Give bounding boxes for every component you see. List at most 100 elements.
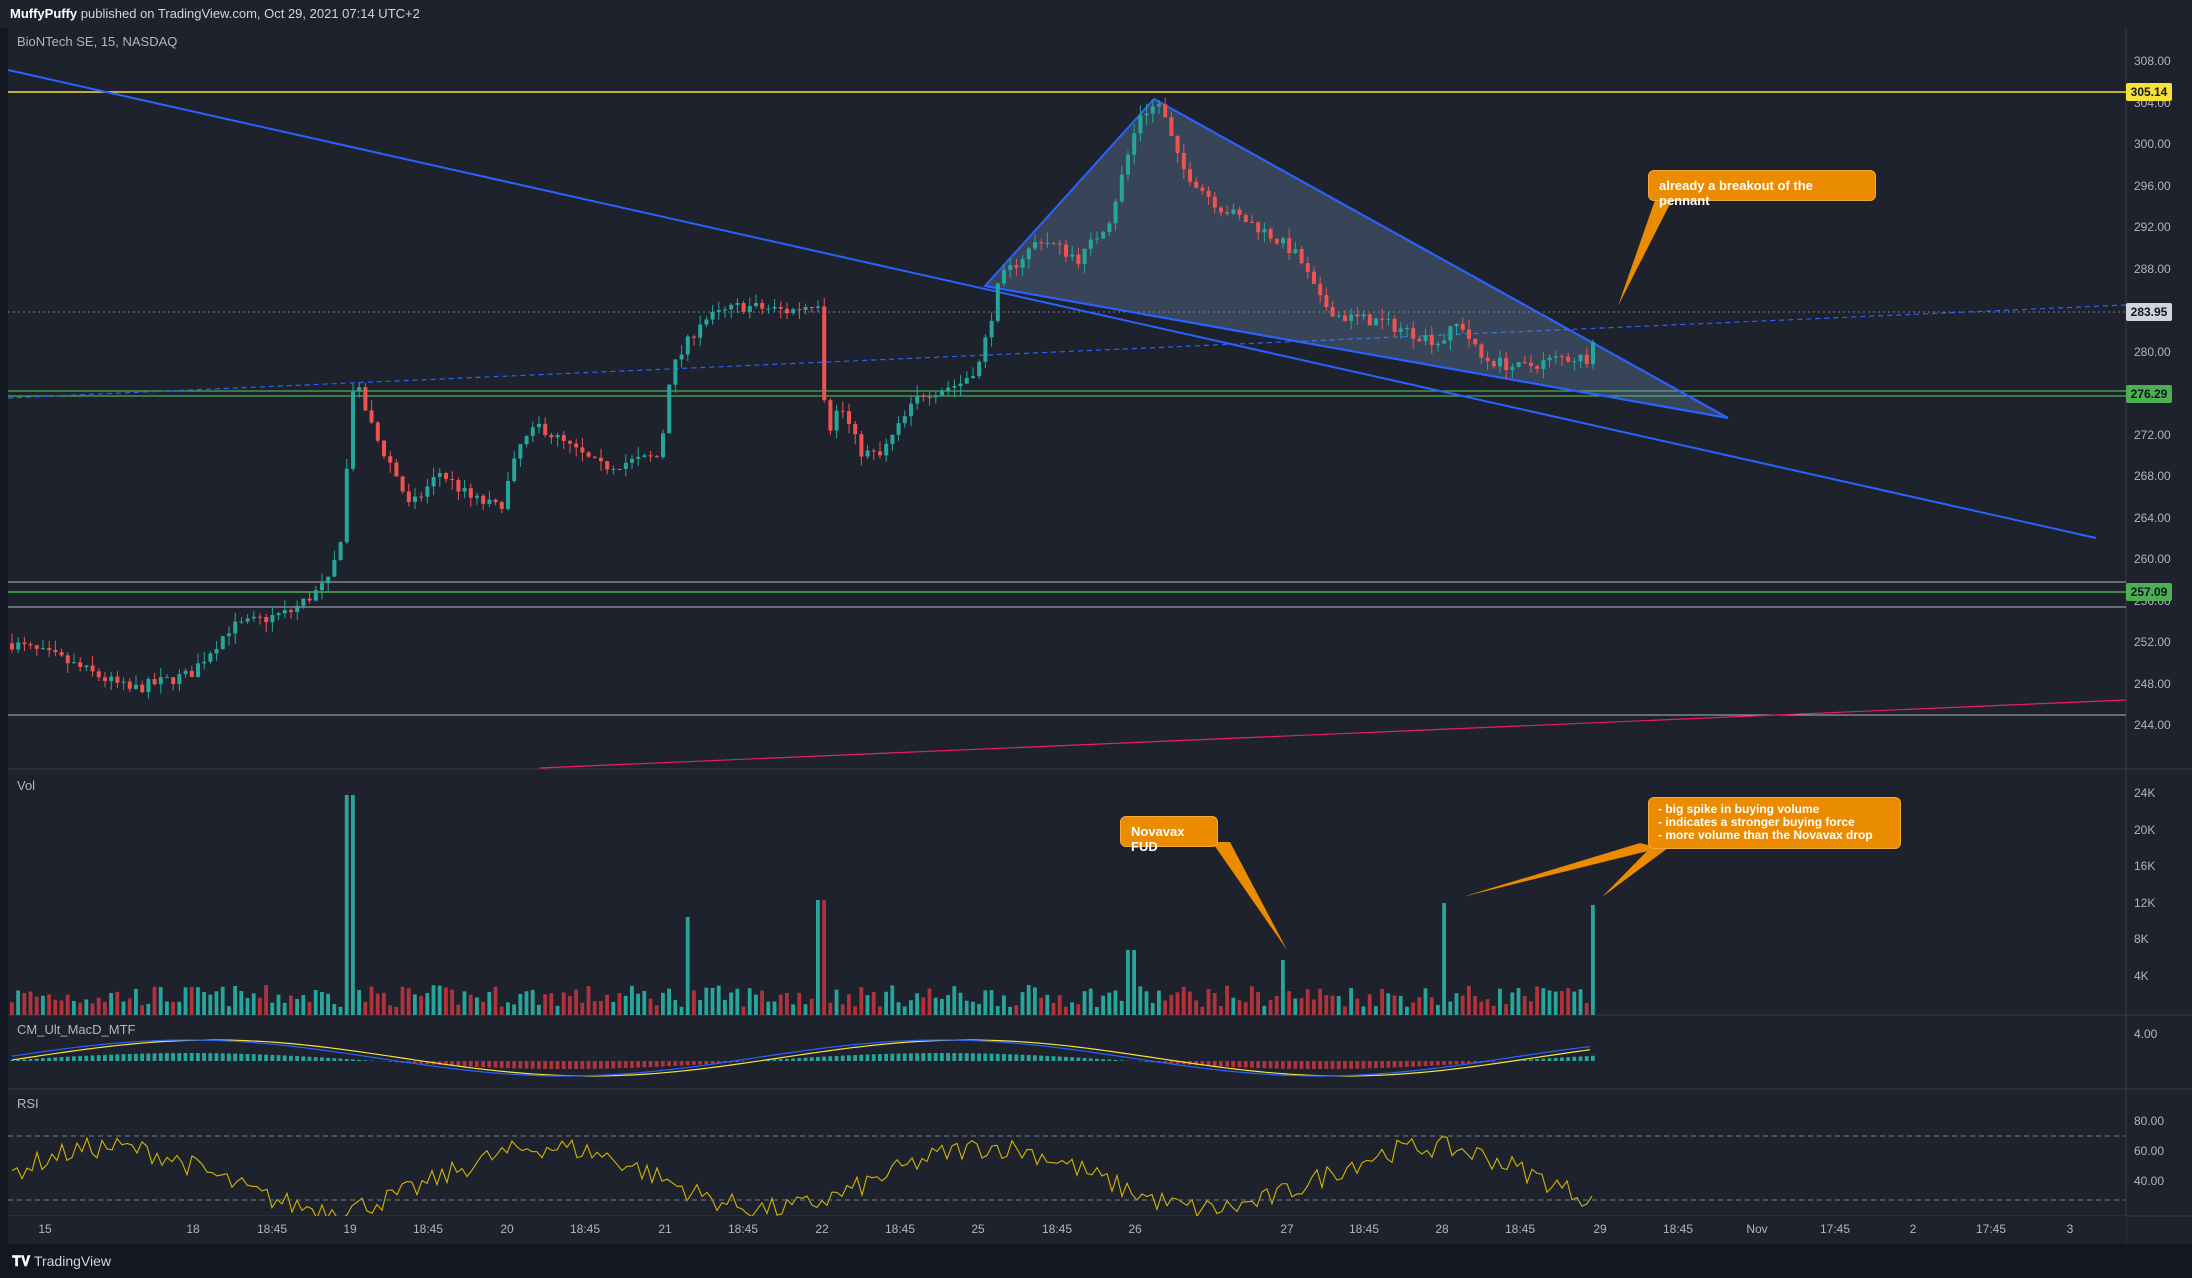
macd-histogram-bar [741, 1061, 746, 1062]
macd-histogram-bar [599, 1061, 603, 1069]
macd-histogram-bar [1324, 1061, 1329, 1069]
candle-body [332, 559, 337, 577]
macd-histogram-bar [1293, 1061, 1298, 1069]
macd-histogram-bar [1045, 1055, 1050, 1061]
time-tick: 18:45 [884, 1222, 916, 1236]
candle-body [47, 648, 52, 651]
macd-histogram-bar [1206, 1061, 1211, 1066]
candle-body [1355, 314, 1360, 317]
candle-body [1361, 314, 1366, 317]
volume-bar [276, 994, 281, 1015]
candle-body [902, 416, 907, 424]
macd-histogram-bar [902, 1053, 907, 1061]
macd-histogram-bar [65, 1056, 70, 1061]
symbol-title[interactable]: BioNTech SE, 15, NASDAQ [17, 34, 178, 49]
macd-histogram-bar [958, 1053, 963, 1061]
volume-bar [1305, 989, 1310, 1015]
price-tick: 308.00 [2134, 54, 2171, 68]
time-tick: 17:45 [1975, 1222, 2007, 1236]
volume-bar [667, 988, 671, 1015]
volume-bar [289, 995, 293, 1015]
price-axis[interactable] [2126, 28, 2192, 1244]
time-tick: 21 [658, 1222, 672, 1236]
volume-bar [661, 992, 665, 1015]
candle-body [140, 684, 145, 693]
volume-bar [853, 1006, 857, 1015]
volume-bar [537, 1004, 541, 1015]
macd-histogram-bar [710, 1061, 715, 1064]
macd-histogram-bar [1163, 1061, 1167, 1064]
candle-body [1107, 223, 1112, 232]
macd-histogram-bar [307, 1056, 312, 1061]
volume-bar [704, 987, 709, 1015]
volume-pane-label[interactable]: Vol [17, 778, 36, 793]
macd-histogram-bar [1560, 1057, 1564, 1061]
candle-body [245, 618, 250, 622]
candle-body [1491, 361, 1496, 367]
candle-body [1330, 306, 1335, 317]
rsi-pane-label[interactable]: RSI [17, 1096, 39, 1111]
candle-body [568, 440, 572, 444]
volume-bar [1002, 995, 1006, 1015]
volume-bar [177, 1001, 182, 1015]
candle-body [1057, 243, 1062, 245]
macd-histogram-bar [165, 1053, 169, 1061]
volume-callout[interactable]: - big spike in buying volume - indicates… [1648, 797, 1901, 849]
macd-histogram-bar [220, 1053, 225, 1061]
macd-histogram-bar [313, 1057, 318, 1061]
candle-body [1367, 314, 1372, 326]
macd-histogram-bar [878, 1054, 882, 1061]
author-name[interactable]: MuffyPuffy [10, 6, 78, 21]
macd-histogram-bar [673, 1061, 678, 1066]
candle-body [1386, 318, 1391, 320]
chart-area[interactable] [8, 28, 2126, 1244]
candle-body [847, 411, 851, 425]
macd-histogram-bar [1566, 1057, 1570, 1061]
candle-body [171, 677, 176, 685]
time-tick: 18:45 [569, 1222, 601, 1236]
macd-histogram-bar [134, 1053, 138, 1061]
candle-body [1256, 222, 1261, 233]
volume-tick: 20K [2134, 822, 2156, 837]
volume-bar [90, 1003, 95, 1015]
volume-tick: 8K [2134, 932, 2149, 947]
macd-pane-label[interactable]: CM_Ult_MacD_MTF [17, 1022, 136, 1037]
candle-body [729, 304, 734, 310]
macd-histogram-bar [1491, 1061, 1496, 1062]
volume-bar [1436, 1004, 1440, 1015]
macd-histogram-bar [952, 1053, 957, 1061]
candle-body [642, 455, 647, 457]
macd-histogram-bar [264, 1054, 268, 1061]
volume-bar [1392, 995, 1397, 1015]
macd-histogram-bar [1057, 1056, 1062, 1061]
volume-bar [1051, 1002, 1056, 1015]
candle-body [1076, 254, 1081, 264]
footer-brand[interactable]: TradingView [33, 1253, 111, 1269]
publish-info: published on TradingView.com, Oct 29, 20… [80, 6, 420, 21]
volume-bar [16, 990, 20, 1015]
macd-histogram-bar [1380, 1061, 1384, 1068]
volume-bar [140, 1005, 144, 1015]
macd-histogram-bar [1076, 1057, 1081, 1061]
tradingview-logo-icon[interactable]: 𝐓𝐕 [12, 1253, 31, 1269]
novavax-callout[interactable]: Novavax FUD [1120, 816, 1218, 854]
volume-bar [1374, 1006, 1378, 1015]
volume-bar [958, 992, 963, 1015]
time-axis[interactable]: 15 18 18:45 19 18:45 20 18:45 21 18:45 22 18:45 25 1… [8, 1216, 2126, 1244]
volume-bar [425, 993, 430, 1015]
macd-histogram-bar [103, 1054, 107, 1061]
candle-body [1262, 228, 1267, 233]
candle-body [227, 633, 231, 637]
candle-body [1516, 362, 1521, 367]
volume-bar [915, 993, 919, 1015]
macd-histogram-bar [270, 1054, 275, 1061]
breakout-callout[interactable]: already a breakout of the pennant [1648, 170, 1876, 208]
volume-bar [103, 1001, 107, 1015]
price-tick: 300.00 [2134, 137, 2171, 152]
candle-body [828, 400, 833, 431]
candle-body [698, 324, 703, 338]
volume-bar [1361, 1006, 1366, 1015]
volume-bar [406, 988, 411, 1015]
candle-body [413, 496, 417, 502]
